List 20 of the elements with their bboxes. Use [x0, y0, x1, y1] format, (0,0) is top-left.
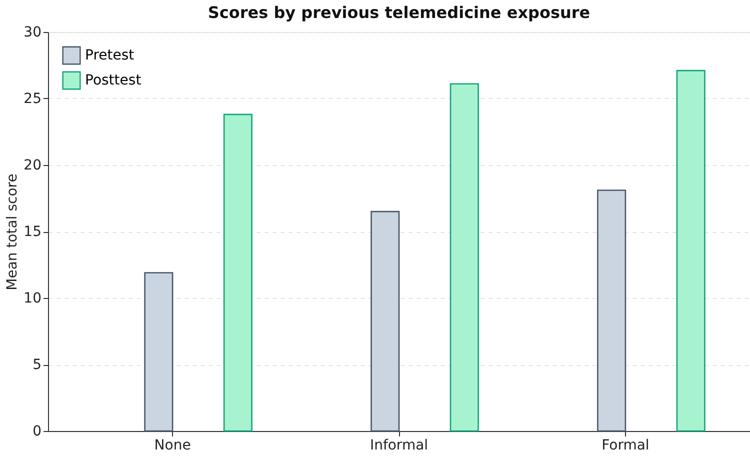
- bar: [370, 210, 400, 432]
- y-tick-label: 20: [24, 158, 42, 174]
- y-tick-label: 5: [32, 357, 42, 373]
- y-axis-title: Mean total score: [4, 174, 21, 290]
- x-tick-label: Formal: [602, 438, 650, 454]
- bar: [144, 272, 174, 432]
- legend-label: Posttest: [85, 72, 142, 88]
- x-tick-label: Informal: [370, 438, 428, 454]
- y-tick-label: 30: [24, 24, 42, 40]
- bar: [223, 114, 252, 432]
- y-tick-label: 10: [24, 290, 42, 306]
- x-tick-label: None: [154, 438, 191, 454]
- y-tick-label: 25: [24, 91, 42, 107]
- bar: [450, 83, 479, 432]
- bar: [597, 190, 626, 432]
- bar: [676, 70, 706, 432]
- chart-title: Scores by previous telemedicine exposure: [208, 3, 590, 22]
- y-tick-label: 0: [32, 424, 42, 440]
- y-tick-label: 15: [24, 224, 42, 240]
- legend-label: Pretest: [85, 48, 135, 64]
